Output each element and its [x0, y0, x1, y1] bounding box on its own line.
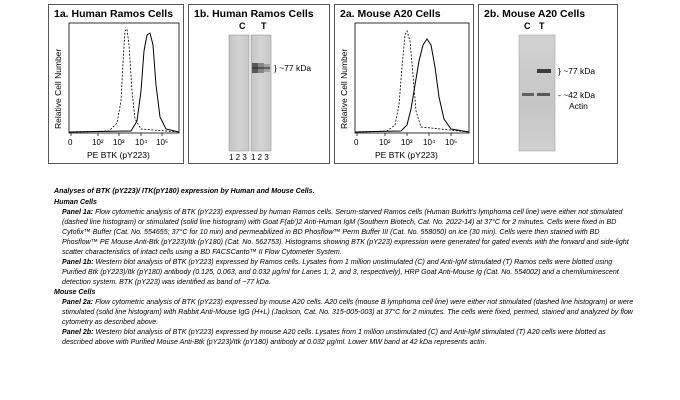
panel-1a-tick-3: 10⁴ — [135, 138, 148, 147]
caption-panel-2b: Panel 2b: Western blot analysis of BTK (… — [54, 327, 634, 347]
panel-2b-band1-label: } ~77 kDa — [558, 66, 596, 76]
panel-2a-histogram — [354, 22, 470, 136]
panel-2b-blot — [518, 34, 556, 152]
panel-1a-tick-4: 10⁵ — [156, 138, 169, 147]
panel-1a-tick-0: 0 — [68, 138, 73, 147]
panel-1b-lane-numbers-c: 1 2 3 — [229, 153, 247, 162]
panel-2b-title: 2b. Mouse A20 Cells — [484, 8, 586, 20]
caption-panel-2a-text: Flow cytometric analysis of BTK (pY223) … — [62, 298, 634, 326]
panel-1a-tick-2: 10³ — [113, 138, 125, 147]
caption-panel-2a-label: Panel 2a: — [62, 298, 94, 306]
panel-1b-lane-t: T — [261, 21, 267, 31]
panel-2a-tick-0: 0 — [354, 138, 359, 147]
panel-2a-tick-1: 10² — [379, 138, 391, 147]
caption-mouse-heading: Mouse Cells — [54, 288, 96, 296]
panel-2b-band2-sub: Actin — [569, 101, 588, 111]
panel-2a-title: 2a. Mouse A20 Cells — [340, 8, 441, 20]
caption-panel-1b-label: Panel 1b: — [62, 258, 94, 266]
panel-1a-xlabel: PE BTK (pY223) — [87, 150, 150, 160]
panel-2b-band2-label: - ~42 kDa — [558, 90, 596, 100]
panel-1b-blot — [228, 34, 272, 152]
panel-1a-tick-1: 10² — [92, 138, 104, 147]
caption-panel-2b-text: Western blot analysis of BTK (pY223) exp… — [62, 328, 606, 346]
caption-panel-1a-label: Panel 1a: — [62, 208, 94, 216]
caption-panel-1a: Panel 1a: Flow cytometric analysis of BT… — [54, 207, 634, 257]
caption-human-heading: Human Cells — [54, 198, 97, 206]
caption-panel-1a-text: Flow cytometric analysis of BTK (pY223) … — [62, 208, 629, 256]
panel-1a-title: 1a. Human Ramos Cells — [54, 8, 174, 20]
panel-1a-histogram — [68, 22, 180, 136]
panel-2a-tick-4: 10⁵ — [445, 138, 458, 147]
caption-panel-1b-text: Western blot analysis of BTK (pY223) exp… — [62, 258, 619, 286]
panel-1b: 1b. Human Ramos Cells C T } ~77 kDa 1 2 … — [188, 4, 330, 164]
panel-1b-title: 1b. Human Ramos Cells — [194, 8, 314, 20]
panel-1a: 1a. Human Ramos Cells Relative Cell Numb… — [48, 4, 184, 164]
panel-1b-lane-c: C — [239, 21, 246, 31]
panel-2a-tick-2: 10³ — [401, 138, 413, 147]
panel-2a: 2a. Mouse A20 Cells Relative Cell Number… — [334, 4, 474, 164]
caption-panel-2a: Panel 2a: Flow cytometric analysis of BT… — [54, 297, 634, 327]
panel-1b-band-label: } ~77 kDa — [274, 63, 312, 73]
caption-title: Analyses of BTK (pY223)/ ITK(pY180) expr… — [54, 187, 315, 195]
panel-1b-lane-numbers-t: 1 2 3 — [251, 153, 269, 162]
panel-2b: 2b. Mouse A20 Cells C T } ~77 kDa - ~42 … — [478, 4, 618, 164]
panel-2b-lane-t: T — [539, 21, 545, 31]
panel-2b-lane-c: C — [524, 21, 531, 31]
figure-caption: Analyses of BTK (pY223)/ ITK(pY180) expr… — [54, 186, 634, 347]
caption-panel-2b-label: Panel 2b: — [62, 328, 94, 336]
panel-2a-tick-3: 10⁴ — [423, 138, 436, 147]
caption-panel-1b: Panel 1b: Western blot analysis of BTK (… — [54, 257, 634, 287]
panel-2a-xlabel: PE BTK (pY223) — [375, 150, 438, 160]
